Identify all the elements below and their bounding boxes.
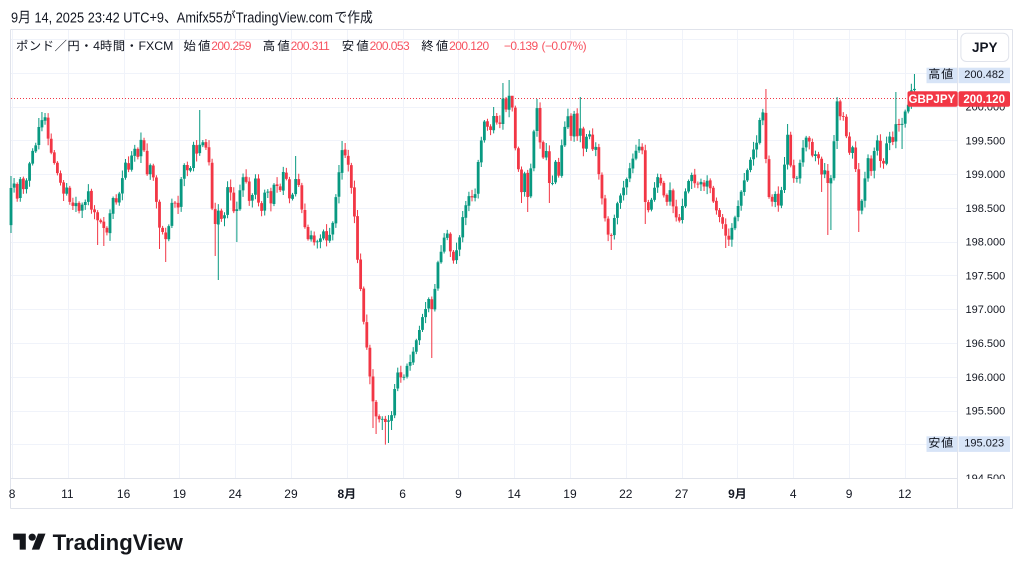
svg-text:8: 8 <box>338 487 345 501</box>
svg-text:19: 19 <box>173 487 187 501</box>
svg-text:196.500: 196.500 <box>966 338 1006 350</box>
svg-text:9: 9 <box>11 10 18 26</box>
svg-text:12: 12 <box>898 487 912 501</box>
svg-text:6: 6 <box>399 487 406 501</box>
svg-text:199.500: 199.500 <box>966 135 1006 147</box>
svg-text:200.120: 200.120 <box>449 39 489 53</box>
svg-text:16: 16 <box>117 487 131 501</box>
svg-text:9: 9 <box>728 487 735 501</box>
svg-text:197.500: 197.500 <box>966 270 1006 282</box>
svg-text:Amifx55: Amifx55 <box>177 10 223 26</box>
svg-text:200.482: 200.482 <box>964 69 1004 81</box>
svg-text:FXCM: FXCM <box>139 39 174 53</box>
svg-text:9: 9 <box>455 487 462 501</box>
svg-text:200.053: 200.053 <box>370 39 410 53</box>
svg-text:4: 4 <box>93 39 100 53</box>
svg-text:198.000: 198.000 <box>966 237 1006 249</box>
svg-text:4: 4 <box>790 487 797 501</box>
svg-text:27: 27 <box>675 487 689 501</box>
svg-text:TradingView.com: TradingView.com <box>236 10 333 26</box>
svg-text:195.023: 195.023 <box>964 438 1004 450</box>
svg-text:(−0.07%): (−0.07%) <box>542 39 587 53</box>
svg-text:2025: 2025 <box>56 10 85 26</box>
svg-text:197.000: 197.000 <box>966 304 1006 316</box>
svg-text:200.120: 200.120 <box>963 94 1005 106</box>
svg-text:198.500: 198.500 <box>966 203 1006 215</box>
svg-text:11: 11 <box>61 487 74 501</box>
svg-text:19: 19 <box>563 487 577 501</box>
svg-text:199.000: 199.000 <box>966 169 1006 181</box>
svg-text:195.500: 195.500 <box>966 406 1006 418</box>
svg-text:TradingView: TradingView <box>53 530 184 555</box>
svg-text:14,: 14, <box>34 10 52 26</box>
svg-text:9: 9 <box>846 487 853 501</box>
svg-text:194.500: 194.500 <box>966 473 1006 485</box>
svg-text:23:42: 23:42 <box>88 10 120 26</box>
svg-text:196.000: 196.000 <box>966 372 1006 384</box>
svg-text:22: 22 <box>619 487 633 501</box>
svg-text:14: 14 <box>508 487 522 501</box>
svg-text:29: 29 <box>284 487 298 501</box>
svg-text:200.311: 200.311 <box>291 39 331 53</box>
svg-text:UTC+9: UTC+9 <box>123 10 164 26</box>
svg-text:GBPJPY: GBPJPY <box>909 94 956 106</box>
svg-text:−0.139: −0.139 <box>504 39 539 53</box>
svg-text:JPY: JPY <box>972 40 998 55</box>
svg-text:24: 24 <box>229 487 243 501</box>
svg-text:8: 8 <box>9 487 16 501</box>
svg-text:200.259: 200.259 <box>211 39 251 53</box>
